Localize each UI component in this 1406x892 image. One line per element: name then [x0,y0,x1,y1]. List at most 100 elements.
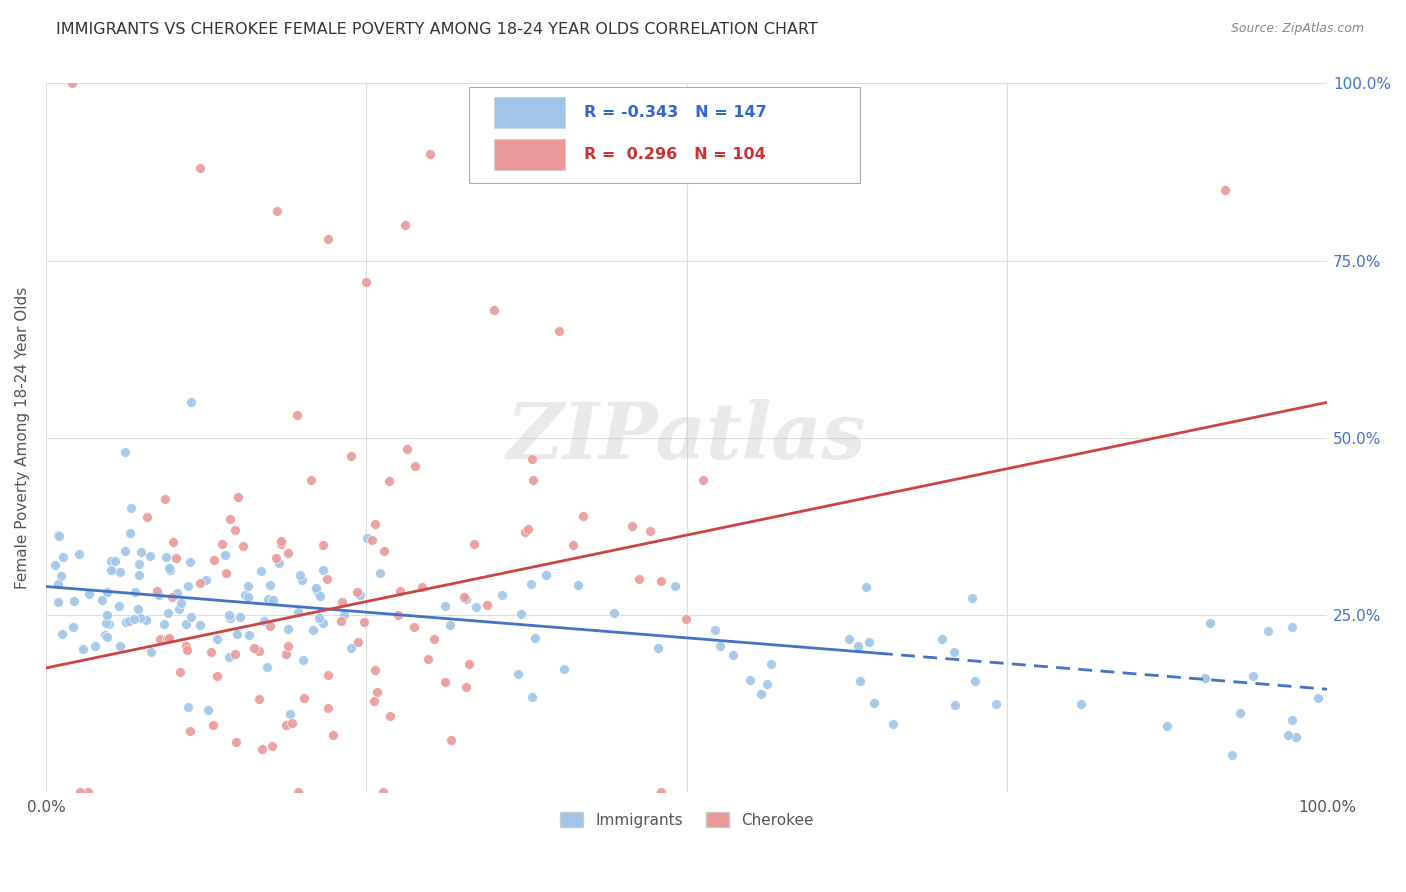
Text: R =  0.296   N = 104: R = 0.296 N = 104 [583,147,766,162]
Point [96,631,118,645]
Point [60,77,83,91]
Point [292,653,315,667]
Point [287,605,309,619]
Point [155,549,177,564]
Point [96,585,118,599]
Point [621,519,644,533]
Point [553,662,575,676]
Point [602,607,624,621]
Point [838,632,860,647]
Point [756,677,779,691]
Point [51,626,73,640]
Point [1229,706,1251,720]
Point [520,690,543,705]
Point [740,673,762,687]
Point [197,702,219,716]
Point [1277,728,1299,742]
Point [139,549,162,563]
Point [287,785,309,799]
Point [152,616,174,631]
Point [457,657,479,672]
Point [380,708,402,723]
Point [506,667,529,681]
Point [308,611,330,625]
Point [373,785,395,799]
Point [226,490,249,504]
Point [439,733,461,747]
Point [159,563,181,577]
Point [259,578,281,592]
Point [404,620,426,634]
Point [98,616,121,631]
Point [423,632,446,647]
Point [378,474,401,488]
Point [233,588,256,602]
Point [108,599,131,613]
Point [356,531,378,545]
Point [281,715,304,730]
Point [128,568,150,582]
Point [108,640,131,654]
Point [453,590,475,604]
Point [96,608,118,623]
Point [205,632,228,646]
Point [292,690,315,705]
Point [353,615,375,630]
Point [120,501,142,516]
Point [177,699,200,714]
Point [524,632,547,646]
Point [174,639,197,653]
Point [1257,624,1279,639]
Point [647,640,669,655]
Point [179,556,201,570]
Point [256,660,278,674]
Point [650,785,672,799]
Point [396,442,419,456]
Point [1281,713,1303,727]
Point [534,568,557,582]
Point [236,590,259,604]
Point [364,663,387,677]
Point [315,573,337,587]
Point [114,543,136,558]
Point [157,561,180,575]
Point [627,573,650,587]
Point [1070,697,1092,711]
Point [522,473,544,487]
Point [276,647,298,661]
Point [127,602,149,616]
Point [1241,669,1264,683]
Point [114,445,136,459]
Point [180,610,202,624]
Point [571,509,593,524]
Point [373,543,395,558]
Point [491,588,513,602]
Point [141,645,163,659]
Point [224,523,246,537]
Point [146,583,169,598]
Point [253,614,276,628]
Point [176,643,198,657]
Point [304,581,326,595]
Point [464,600,486,615]
Point [285,408,308,422]
Point [387,607,409,622]
FancyBboxPatch shape [495,96,565,128]
Point [188,576,211,591]
Point [1198,616,1220,631]
Point [330,614,353,628]
Text: ZIPatlas: ZIPatlas [508,400,866,476]
Point [318,701,340,715]
Point [703,623,725,637]
Point [156,606,179,620]
Point [62,594,84,608]
Point [250,742,273,756]
Point [202,553,225,567]
Point [846,639,869,653]
Point [179,724,201,739]
Point [122,611,145,625]
Point [218,607,240,622]
Point [103,554,125,568]
Point [266,204,288,219]
Point [368,566,391,581]
